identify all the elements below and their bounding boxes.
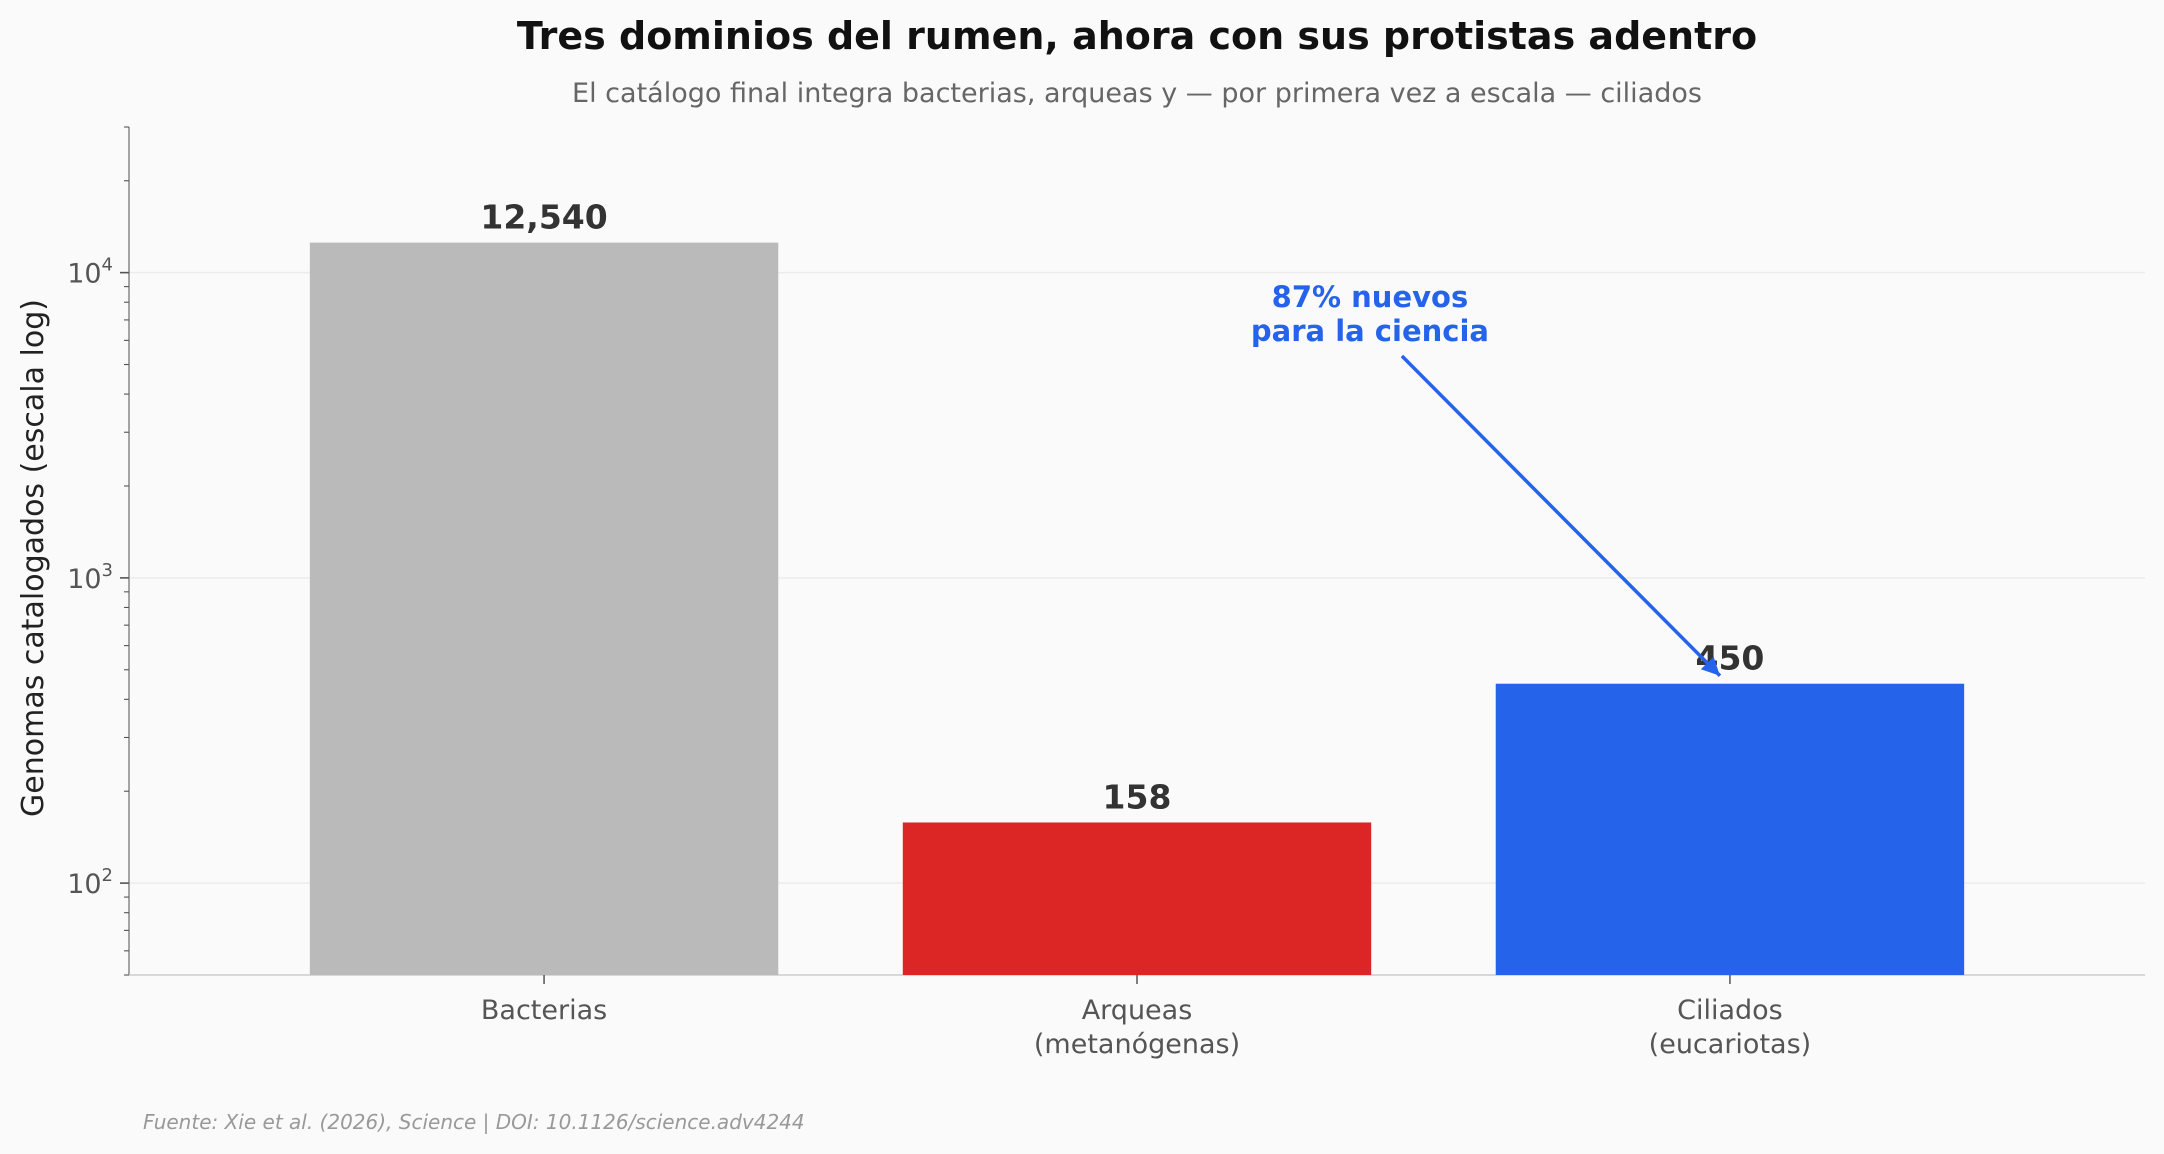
y-tick-label: 104 (67, 255, 113, 290)
chart-subtitle: El catálogo final integra bacterias, arq… (572, 78, 1702, 109)
y-tick-label: 102 (67, 865, 113, 900)
source-footer: Fuente: Xie et al. (2026), Science | DOI… (143, 1110, 805, 1134)
bar (1495, 683, 1965, 975)
chart-title: Tres dominios del rumen, ahora con sus p… (517, 14, 1757, 58)
annotation-arrow-line (1400, 354, 1722, 677)
bars (309, 242, 1965, 975)
x-tick-label: Arqueas (1082, 995, 1193, 1026)
x-tick-label: (metanógenas) (1034, 1029, 1240, 1060)
annotation-text: para la ciencia (1251, 314, 1489, 348)
y-tick-labels: 102 103 104 (67, 255, 113, 900)
x-tick-labels: Bacterias Arqueas(metanógenas) Ciliados(eu… (481, 995, 1811, 1060)
bar (309, 242, 779, 975)
x-tick-label: Bacterias (481, 995, 607, 1026)
bar (902, 822, 1372, 975)
x-tick-label: Ciliados (1677, 995, 1783, 1026)
annotation-text: 87% nuevos (1272, 280, 1469, 314)
y-tick-label: 103 (67, 560, 113, 595)
y-axis-label: Genomas catalogados (escala log) (16, 299, 51, 817)
x-tick-label: (eucariotas) (1649, 1029, 1812, 1060)
value-label: 450 (1695, 639, 1764, 678)
value-label: 12,540 (480, 198, 607, 237)
annotation-arrow-head (1700, 656, 1720, 676)
value-label: 158 (1103, 777, 1172, 816)
